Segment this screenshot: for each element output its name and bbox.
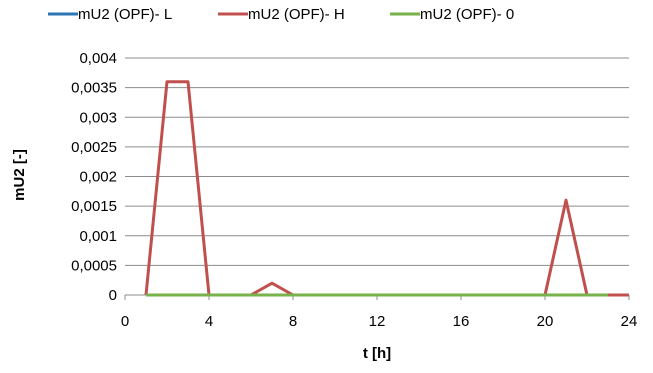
y-tick-label: 0,002 [79,169,117,186]
y-tick-label: 0,003 [79,109,117,126]
y-tick-label: 0 [109,287,117,304]
y-tick-label: 0,0015 [71,198,117,215]
legend-label: mU2 (OPF)- H [248,6,345,23]
grid-lines [125,57,629,266]
series-lines [144,80,629,297]
series-line-2 [144,80,629,297]
y-tick-label: 0,001 [79,228,117,245]
x-axis-title: t [h] [363,345,391,362]
x-tick-label: 4 [205,313,213,330]
x-tick-label: 0 [121,313,129,330]
y-tick-label: 0,0035 [71,80,117,97]
y-tick-label: 0,0005 [71,257,117,274]
y-axis-title: mU2 [-] [11,149,28,201]
x-tick-label: 20 [537,313,554,330]
y-tick-label: 0,0025 [71,139,117,156]
y-tick-label: 0,004 [79,50,117,67]
legend: mU2 (OPF)- L mU2 (OPF)- H mU2 (OPF)- 0 [48,6,514,23]
x-tick-label: 16 [453,313,470,330]
x-tick-label: 8 [289,313,297,330]
x-tick-label: 12 [369,313,386,330]
legend-label: mU2 (OPF)- 0 [420,6,514,23]
x-tick-label: 24 [621,313,638,330]
legend-label: mU2 (OPF)- L [78,6,172,23]
